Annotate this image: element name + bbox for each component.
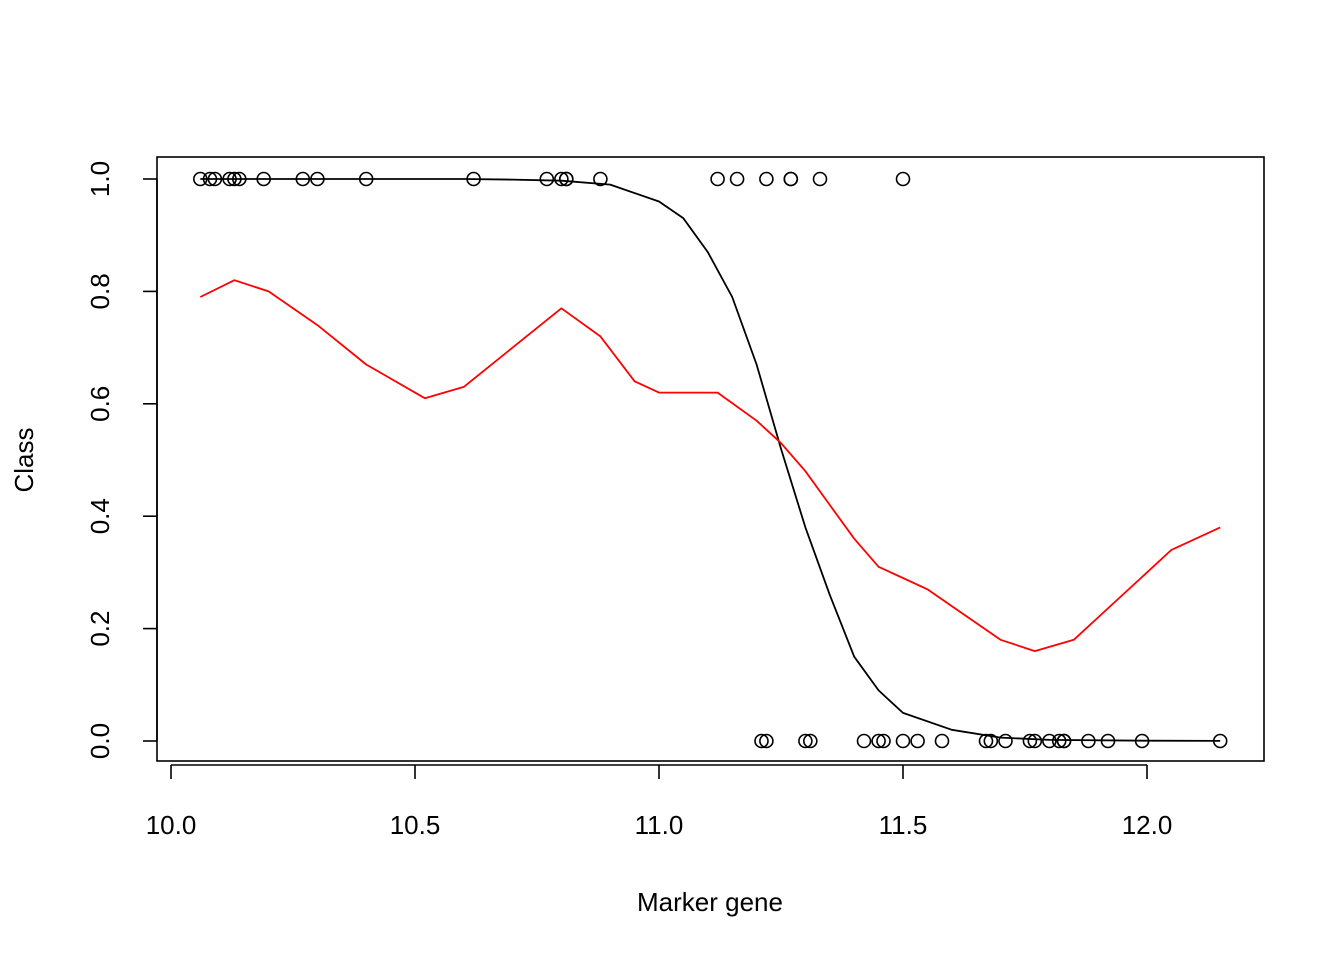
data-point — [232, 171, 247, 187]
y-axis: 0.0 0.2 0.4 0.6 0.8 1.0 — [85, 161, 158, 759]
data-point — [310, 171, 325, 187]
logistic-fit-curve — [200, 178, 1221, 742]
data-point — [207, 171, 223, 187]
x-axis: 10.0 10.5 11.0 11.5 12.0 — [146, 764, 1173, 840]
y-tick-label: 0.0 — [85, 723, 115, 759]
x-tick-label: 10.5 — [390, 810, 441, 840]
data-point — [1042, 733, 1057, 749]
series-layer — [199, 178, 1221, 742]
data-point — [812, 171, 828, 187]
data-point — [876, 733, 891, 749]
data-point — [1022, 733, 1038, 749]
x-tick-label: 10.0 — [146, 810, 197, 840]
data-point — [798, 733, 813, 749]
data-point — [1056, 733, 1072, 749]
x-tick-label: 12.0 — [1122, 810, 1173, 840]
data-point — [759, 733, 774, 749]
data-point — [754, 733, 769, 749]
y-tick-label: 0.4 — [85, 498, 115, 534]
plot-box — [156, 156, 1265, 762]
data-point — [222, 171, 237, 187]
y-axis-title: Class — [9, 427, 39, 492]
data-point — [1051, 733, 1067, 749]
data-point — [871, 733, 886, 749]
data-point — [759, 171, 774, 187]
data-point — [295, 171, 311, 187]
data-point — [256, 171, 272, 187]
smooth-fit-curve — [199, 279, 1221, 652]
points-layer — [193, 171, 1228, 749]
y-tick-label: 1.0 — [85, 161, 115, 197]
x-tick-label: 11.0 — [635, 810, 684, 840]
data-point — [202, 171, 218, 187]
data-point — [856, 733, 872, 749]
data-point — [539, 171, 555, 187]
data-point — [558, 171, 574, 187]
y-tick-label: 0.8 — [85, 273, 115, 309]
data-point — [895, 733, 911, 749]
y-tick-label: 0.2 — [85, 611, 115, 647]
data-point — [1100, 733, 1116, 749]
data-point — [710, 171, 725, 187]
data-point — [910, 733, 925, 749]
data-point — [998, 733, 1013, 749]
data-point — [983, 733, 999, 749]
data-point — [978, 733, 994, 749]
data-point — [1212, 733, 1228, 749]
data-point — [895, 171, 911, 187]
x-tick-label: 11.5 — [879, 810, 928, 840]
data-point — [934, 733, 950, 749]
data-point — [1081, 733, 1096, 749]
data-point — [554, 171, 569, 187]
data-point — [1027, 733, 1043, 749]
data-point — [193, 171, 208, 187]
data-point — [1134, 733, 1150, 749]
data-point — [466, 171, 481, 187]
y-tick-label: 0.6 — [85, 386, 115, 422]
data-point — [802, 733, 818, 749]
data-point — [729, 171, 745, 187]
data-point — [783, 171, 799, 187]
x-axis-title: Marker gene — [637, 887, 783, 917]
data-point — [227, 171, 242, 187]
data-point — [593, 171, 608, 187]
data-point — [358, 171, 374, 187]
